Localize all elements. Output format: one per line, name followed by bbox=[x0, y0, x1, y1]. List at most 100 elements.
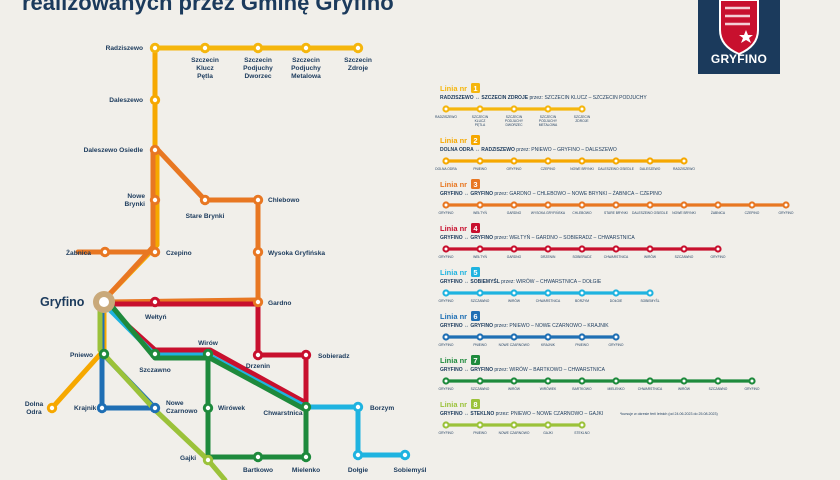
legend-stop-center bbox=[478, 107, 482, 111]
legend-stop-label: SZCZECIN PODJUCHY METALOWA bbox=[539, 115, 558, 127]
legend-stop-center bbox=[478, 247, 482, 251]
legend-stop-label: CHWARSTNICA bbox=[638, 387, 663, 391]
legend-stop-label: DALESZEWO bbox=[640, 167, 661, 171]
station-daleszewo: Daleszewo bbox=[109, 97, 143, 104]
legend-stop-center bbox=[614, 247, 618, 251]
legend-stop-label: GRYFINO bbox=[779, 211, 794, 215]
station-stare-brynki: Stare Brynki bbox=[186, 213, 225, 220]
legend-line-word: Linia nr bbox=[440, 312, 467, 321]
legend-stop-label: WEŁTYŃ bbox=[473, 211, 487, 215]
legend-line-route: GRYFINO ↔ SOBIEMYŚL przez: WIRÓW – CHWAR… bbox=[440, 278, 602, 285]
legend-line-badge bbox=[471, 223, 480, 233]
legend-stop-center bbox=[546, 159, 550, 163]
legend-stop-center bbox=[512, 159, 516, 163]
legend-stop-label: NOWE BRYNKI bbox=[672, 211, 695, 215]
legend-stop-center bbox=[614, 159, 618, 163]
legend-stop-label: DALESZEWO OSIEDLE bbox=[632, 211, 669, 215]
legend-stop-label: SZCZAWNO bbox=[675, 255, 694, 259]
legend-stop-center bbox=[546, 247, 550, 251]
legend-stop-label: RADZISZEWO bbox=[435, 115, 457, 119]
legend-line-badge bbox=[471, 179, 480, 189]
legend-stop-label: BORZYM bbox=[575, 299, 589, 303]
station-szczecin-klucz: Szczecin Klucz Pętla bbox=[191, 57, 219, 80]
station-pniewo: Pniewo bbox=[70, 352, 93, 359]
legend-stop-label: PNIEWO bbox=[473, 343, 487, 347]
logo-text: GRYFINO bbox=[710, 52, 768, 66]
legend-stop-center bbox=[580, 291, 584, 295]
station-dolna-odra: Dolna Odra bbox=[25, 401, 44, 416]
station-krajnik: Krajnik bbox=[74, 405, 97, 412]
legend-line-badge bbox=[471, 135, 480, 145]
legend-stop-center bbox=[546, 203, 550, 207]
line-6-path bbox=[99, 303, 158, 411]
legend-stop-label: GRYFINO bbox=[711, 255, 726, 259]
legend-stop-center bbox=[750, 379, 754, 383]
crest-icon bbox=[719, 0, 759, 56]
legend-line-badge bbox=[471, 83, 480, 93]
legend-stop-label: CZEPINO bbox=[745, 211, 760, 215]
legend-stop-label: DRZENIN bbox=[541, 255, 556, 259]
station-gardno: Gardno bbox=[268, 300, 291, 307]
legend-stop-label: CHLEBOWO bbox=[572, 211, 592, 215]
legend-stop-label: DOŁGIE bbox=[610, 299, 623, 303]
legend-stop-label: WIRÓW bbox=[678, 386, 691, 391]
legend-line-word: Linia nr bbox=[440, 136, 467, 145]
legend-stop-center bbox=[580, 107, 584, 111]
station-szczecin-podjuchy-metalowa: Szczecin Podjuchy Metalowa bbox=[291, 57, 321, 80]
legend-line-number: 1 bbox=[473, 84, 477, 93]
legend-stop-label: NOWE CZARNOWO bbox=[499, 343, 530, 347]
legend-line-word: Linia nr bbox=[440, 400, 467, 409]
legend-stop-label: WYSOKA GRYFIŃSKA bbox=[531, 211, 566, 215]
legend-stop-center bbox=[512, 107, 516, 111]
legend-stop-center bbox=[444, 335, 448, 339]
legend-stop-center bbox=[716, 247, 720, 251]
legend-stop-center bbox=[614, 379, 618, 383]
station-wirowek: Wirówek bbox=[218, 405, 245, 412]
legend-line-route: GRYFINO ↔ GRYFINO przez: PNIEWO – NOWE C… bbox=[440, 323, 609, 329]
legend-stop-label: WIRÓW bbox=[508, 298, 521, 303]
legend-stop-label: SZCZAWNO bbox=[471, 299, 490, 303]
legend-stop-center bbox=[648, 247, 652, 251]
legend-stop-label: GRYFINO bbox=[439, 255, 454, 259]
station-szczecin-zdroje: Szczecin Zdroje bbox=[344, 57, 372, 72]
legend-stop-center bbox=[512, 423, 516, 427]
station-sobiemysl: Sobiemyśl bbox=[394, 467, 427, 474]
line-4-path bbox=[103, 301, 309, 406]
legend-stop-center bbox=[580, 203, 584, 207]
legend-stop-center bbox=[512, 203, 516, 207]
legend-stop-label: SZCZAWNO bbox=[471, 387, 490, 391]
legend-line-word: Linia nr bbox=[440, 180, 467, 189]
legend-line-route: GRYFINO ↔ GRYFINO przez: WEŁTYŃ – GARDNO… bbox=[440, 234, 635, 241]
legend-stop-center bbox=[444, 379, 448, 383]
gryfino-logo: GRYFINO bbox=[698, 0, 780, 74]
station-borzym: Borzym bbox=[370, 405, 394, 412]
legend-stop-center bbox=[580, 247, 584, 251]
legend-stop-label: SOBIEMYŚL bbox=[640, 298, 659, 303]
legend-stop-center bbox=[478, 291, 482, 295]
legend-stop-label: GRYFINO bbox=[609, 343, 624, 347]
legend-line-word: Linia nr bbox=[440, 224, 467, 233]
legend-stop-label: GARDNO bbox=[507, 255, 522, 259]
legend-stop-label: PNIEWO bbox=[575, 343, 589, 347]
station-gryfino: Gryfino bbox=[40, 295, 85, 309]
legend-stop-center bbox=[648, 159, 652, 163]
legend-stop-label: SZCZECIN KLUCZ PĘTLA bbox=[472, 115, 489, 127]
legend-stop-center bbox=[478, 379, 482, 383]
legend-line-badge bbox=[471, 311, 480, 321]
legend-stop-label: GRYFINO bbox=[439, 299, 454, 303]
legend-line-word: Linia nr bbox=[440, 356, 467, 365]
legend-stop-label: WIRÓW bbox=[508, 386, 521, 391]
legend-stop-label: CZEPINO bbox=[541, 167, 556, 171]
station-chlebowo: Chlebowo bbox=[268, 197, 300, 204]
station-weltyn: Wełtyń bbox=[145, 314, 167, 321]
station-szczawno: Szczawno bbox=[139, 367, 171, 374]
legend-line-badge bbox=[471, 355, 480, 365]
legend-line-number: 6 bbox=[473, 312, 477, 321]
legend-stop-center bbox=[648, 203, 652, 207]
legend-stop-label: NOWE CZARNOWO bbox=[499, 431, 530, 435]
legend-stop-label: KRAJNIK bbox=[541, 343, 556, 347]
legend-stop-label: ŻABNICA bbox=[711, 210, 726, 215]
legend-stop-center bbox=[546, 107, 550, 111]
legend-stop-label: CHWARSTNICA bbox=[604, 255, 629, 259]
